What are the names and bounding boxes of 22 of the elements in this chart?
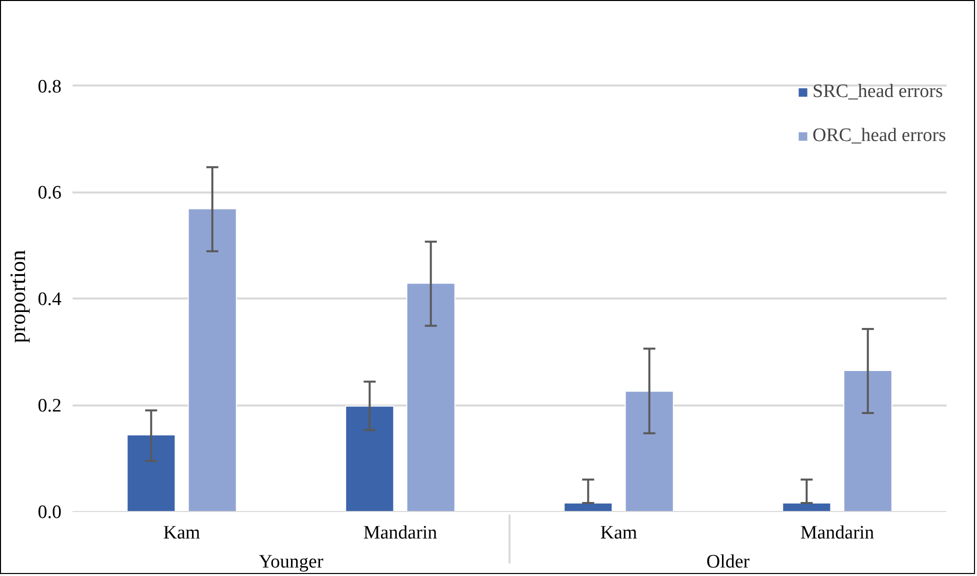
x-tick-label: Kam <box>600 522 638 544</box>
bar <box>345 406 394 512</box>
text: Younger <box>258 552 324 572</box>
bar <box>188 208 237 512</box>
y-tick-label: 0.4 <box>38 289 62 310</box>
x-tick-label: Kam <box>163 522 200 544</box>
y-tick-label: 0.0 <box>38 502 62 523</box>
bar <box>126 434 176 512</box>
y-axis-title: proportion <box>4 250 30 343</box>
legend-label: SRC_head errors <box>812 81 943 103</box>
bar <box>843 370 892 512</box>
bar <box>564 502 613 512</box>
legend-label: ORC_head errors <box>812 125 946 147</box>
x-tick-label: Mandarin <box>800 522 875 544</box>
y-tick-label: 0.6 <box>38 182 62 204</box>
text: Older <box>706 552 750 572</box>
bar <box>406 282 456 512</box>
y-tick-label: 0.2 <box>38 396 62 417</box>
y-tick-label: 0.8 <box>38 76 62 98</box>
bar <box>782 502 832 512</box>
bar <box>624 390 674 512</box>
x-tick-label: Mandarin <box>363 522 438 544</box>
